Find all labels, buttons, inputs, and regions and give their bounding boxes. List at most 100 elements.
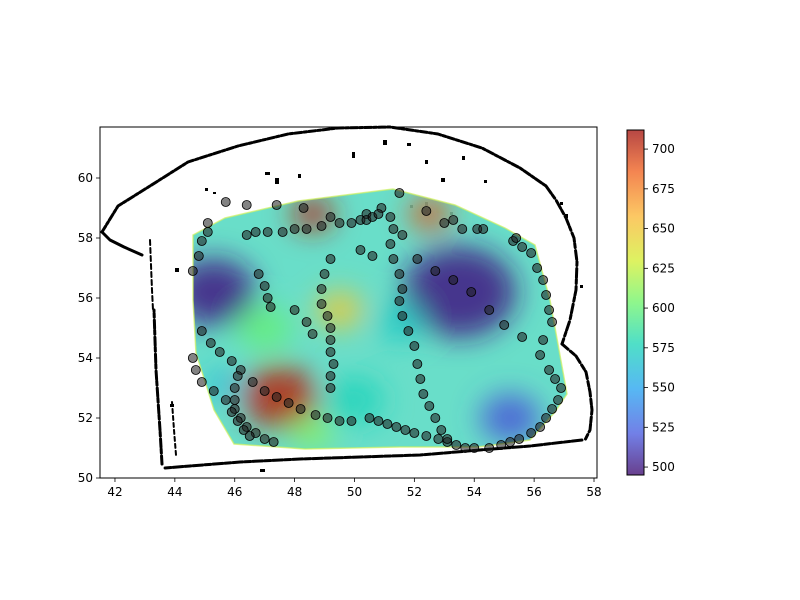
x-tick-label: 48 [287,485,302,499]
sample-point [265,302,276,312]
sample-point [430,413,441,423]
sample-point [409,428,420,438]
sample-point [202,227,213,237]
sample-point [469,443,480,453]
sample-point [535,422,546,432]
y-axis: 50 52 54 56 58 60 [78,171,100,485]
sample-point [301,224,312,234]
sample-point [388,254,399,264]
sample-point [526,428,537,438]
sample-point [448,275,459,285]
y-tick-label: 50 [78,471,93,485]
sample-point [403,326,414,336]
colorbar-gradient [627,130,644,475]
sample-point [547,317,557,327]
sample-point [538,335,549,345]
colorbar-frame [626,129,645,476]
colorbar-tick-label: 675 [652,182,675,196]
y-tick-label: 58 [78,231,93,245]
sample-point [385,239,396,249]
outer-wall-bottom [163,438,584,470]
sample-point [238,425,249,435]
sample-point [424,401,435,411]
sample-point [334,416,345,426]
sample-point [226,407,237,417]
sample-point [436,425,447,435]
x-tick-label: 42 [107,485,122,499]
sample-point [259,434,270,444]
sample-point [544,365,554,375]
sample-point [226,356,237,366]
sample-point [316,299,327,309]
sample-point [319,269,330,279]
colorbar-tick-label: 650 [652,222,675,236]
sample-point [397,230,408,240]
x-tick-label: 58 [586,485,601,499]
sample-point [478,224,489,234]
sample-point [250,227,261,237]
colorbar-tick-label: 550 [652,381,675,395]
outer-wall-left-bottom [152,308,164,466]
sample-point [310,410,321,420]
sample-point [394,296,405,306]
sample-point [451,440,462,450]
sample-point [409,341,420,351]
sample-point [547,404,557,414]
heat-blob-5 [480,394,541,442]
sample-point [397,311,408,321]
sample-point [247,377,258,387]
outer-wall-left-top [100,230,144,257]
sample-point [220,197,231,207]
sample-point [298,203,309,213]
sample-point [214,347,225,357]
sample-point [541,290,552,300]
heat-blob-6 [315,290,364,330]
sample-point [187,266,198,276]
sample-point [301,317,312,327]
sample-point [484,443,495,453]
sample-point [196,236,207,246]
sample-point [439,218,450,228]
x-tick-label: 46 [227,485,242,499]
sample-point [289,305,300,315]
colorbar-tick-label: 700 [652,142,675,156]
sample-point [430,266,441,276]
y-tick-label: 60 [78,171,93,185]
sample-point [511,233,522,243]
sample-point [325,335,336,345]
sample-point [202,218,213,228]
sample-point [346,218,357,228]
heat-blob-7 [237,306,292,350]
sample-point [271,392,282,402]
sample-point [355,245,366,255]
sample-point [232,416,243,426]
sample-point [553,395,563,405]
sample-point [205,338,216,348]
occupancy-map [100,125,594,472]
sample-point [544,305,554,315]
sample-point [391,422,402,432]
sample-point [448,215,459,225]
sample-point [325,383,336,393]
sample-point [325,212,336,222]
sample-point [412,254,423,264]
sample-point [418,389,429,399]
sample-point [271,200,282,210]
sample-point [421,206,432,216]
sample-point [325,254,336,264]
sample-point [316,221,327,231]
colorbar-tick-label: 500 [652,460,675,474]
sample-point [262,293,273,303]
sample-point [259,281,270,291]
sample-point [187,353,198,363]
sample-point [526,248,537,258]
sample-point [382,419,393,429]
sample-point [307,329,318,339]
sample-point [394,269,405,279]
sample-point [505,437,516,447]
sample-point [325,371,336,381]
sample-point [241,230,252,240]
sample-point [538,275,549,285]
sample-point [535,350,546,360]
